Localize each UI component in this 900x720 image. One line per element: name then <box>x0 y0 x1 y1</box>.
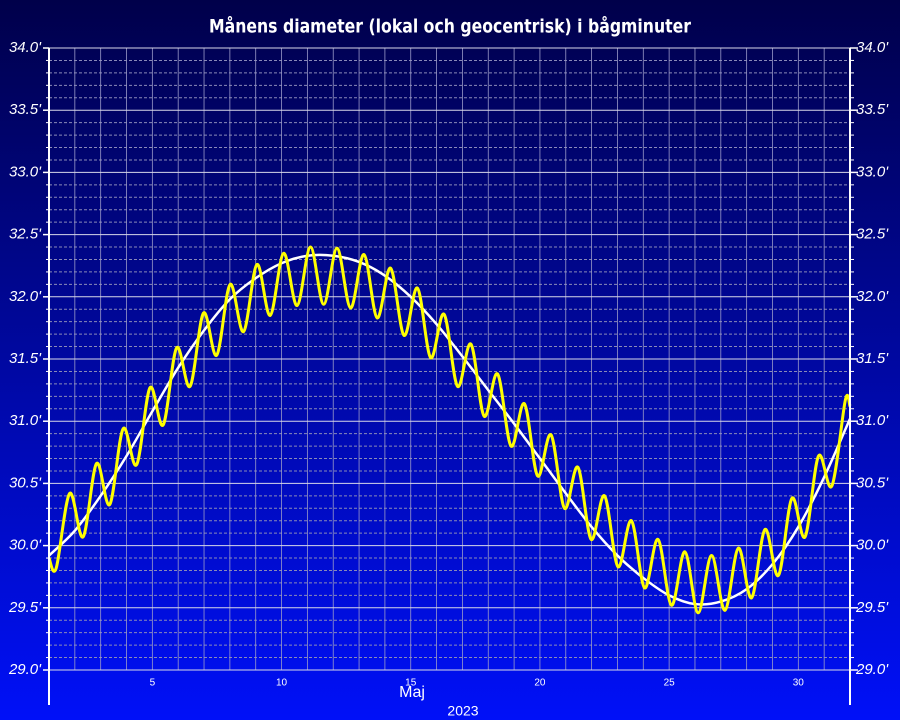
x-axis-label: Maj <box>399 684 425 701</box>
y-tick-label: 30.0' <box>9 537 42 554</box>
x-axis-year: 2023 <box>447 703 478 719</box>
y2-tick-label: 30.0' <box>856 537 889 554</box>
y2-tick-label: 32.0' <box>856 288 889 305</box>
y-tick-label: 34.0' <box>9 39 42 56</box>
y2-tick-label: 33.0' <box>856 163 889 180</box>
y2-tick-label: 29.5' <box>855 599 889 616</box>
plot <box>47 245 852 615</box>
y-tick-label: 30.5' <box>9 474 42 491</box>
y-tick-label: 29.0' <box>8 661 42 678</box>
y-tick-label: 31.0' <box>9 412 42 429</box>
y2-tick-label: 33.5' <box>856 101 889 118</box>
y2-tick-label: 31.0' <box>856 412 889 429</box>
x-tick-label: 25 <box>664 678 676 689</box>
y2-tick-label: 32.5' <box>856 226 889 243</box>
data-line <box>47 245 852 615</box>
x-tick-label: 10 <box>276 678 288 689</box>
y-tick-label: 32.5' <box>9 226 42 243</box>
y-tick-label: 33.5' <box>9 101 42 118</box>
y-tick-label: 31.5' <box>9 350 42 367</box>
y2-tick-label: 29.0' <box>855 661 889 678</box>
y2-tick-label: 30.5' <box>856 474 889 491</box>
y2-tick-label: 34.0' <box>856 39 889 56</box>
x-tick-label: 15 <box>405 678 417 689</box>
x-tick-label: 20 <box>534 678 546 689</box>
y2-tick-label: 31.5' <box>856 350 889 367</box>
y-tick-label: 29.5' <box>8 599 42 616</box>
grid: 5 10 15 20 25 30 29.0' 29.0' 29.5' 29.5' 30.0' 30.0… <box>8 39 889 689</box>
x-tick-label: 5 <box>150 678 156 689</box>
y-tick-label: 32.0' <box>9 288 42 305</box>
chart-title: Månens diameter (lokal och geocentrisk) … <box>209 14 692 38</box>
y-tick-label: 33.0' <box>9 163 42 180</box>
x-tick-label: 30 <box>793 678 805 689</box>
